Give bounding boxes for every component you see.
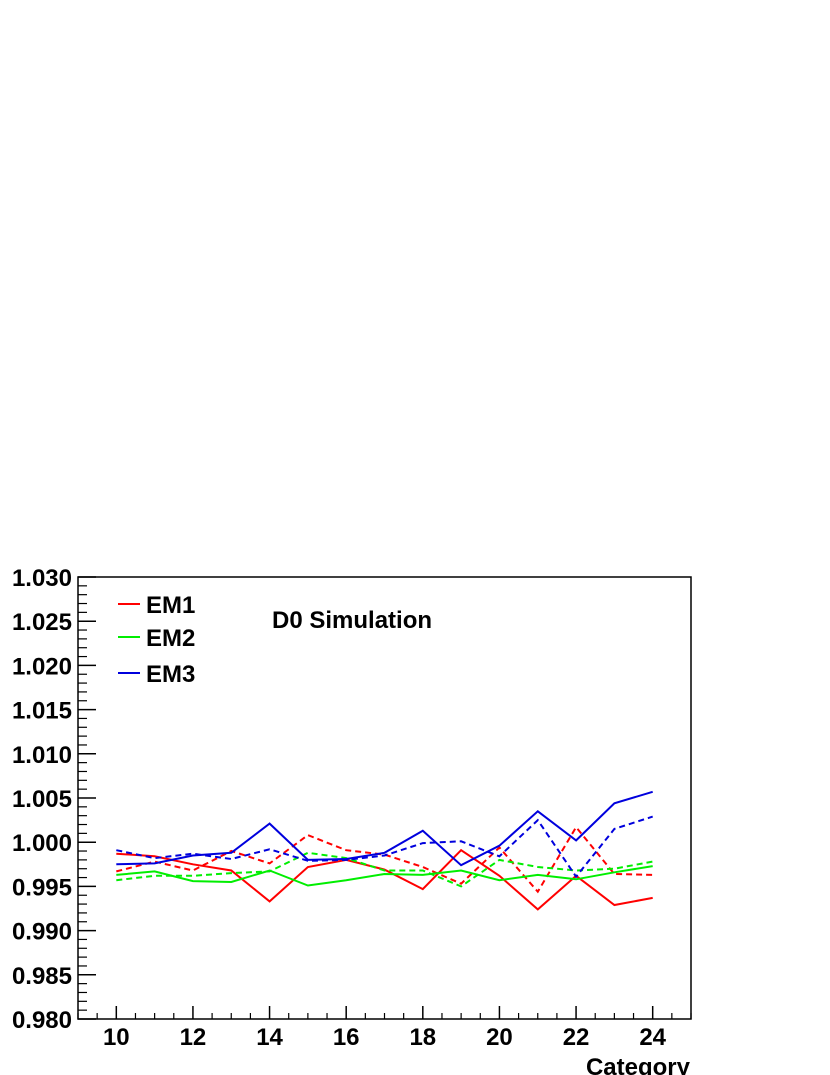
em2-solid-line <box>116 865 653 887</box>
legend: EM1 EM2 EM3 <box>118 592 195 688</box>
y-tick-label: 1.010 <box>12 742 72 769</box>
y-tick-label: 0.995 <box>12 874 72 901</box>
y-tick-label: 0.980 <box>12 1007 72 1034</box>
x-axis-title: Category <box>586 1054 691 1075</box>
legend-label-em1: EM1 <box>146 592 195 619</box>
x-tick-label: 10 <box>103 1024 130 1051</box>
y-tick-label: 0.985 <box>12 963 72 990</box>
plot-area <box>116 790 654 911</box>
legend-label-em2: EM2 <box>146 625 195 652</box>
x-tick-label: 16 <box>333 1024 360 1051</box>
y-tick-label: 1.025 <box>12 609 72 636</box>
y-tick-label: 1.020 <box>12 653 72 680</box>
series-dashed-line <box>116 815 654 879</box>
y-tick-label: 1.015 <box>12 698 72 725</box>
y-tick-label: 1.005 <box>12 786 72 813</box>
x-tick-label: 20 <box>486 1024 513 1051</box>
x-tick-label: 18 <box>409 1024 436 1051</box>
x-tick-label: 24 <box>639 1024 666 1051</box>
series-dashed-line <box>116 825 653 894</box>
y-tick-label: 1.000 <box>12 830 72 857</box>
legend-label-em3: EM3 <box>146 661 195 688</box>
x-tick-label: 14 <box>256 1024 283 1051</box>
x-tick-label: 22 <box>563 1024 590 1051</box>
axes: 10 12 14 16 18 20 22 24 0.980 0.985 0.990 0.995 1.00… <box>12 565 692 1051</box>
y-tick-label: 0.990 <box>12 919 72 946</box>
annotation-d0-simulation: D0 Simulation <box>272 607 432 634</box>
series-dashed-line <box>116 851 653 888</box>
x-tick-label: 12 <box>180 1024 207 1051</box>
y-tick-label: 1.030 <box>12 565 72 592</box>
